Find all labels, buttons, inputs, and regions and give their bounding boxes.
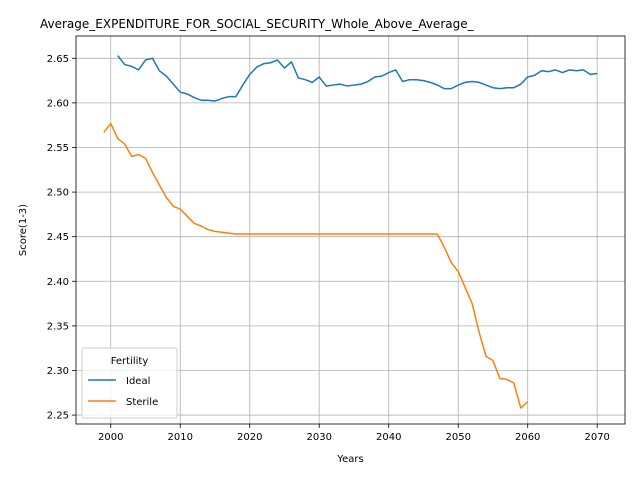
y-tick-label: 2.45 [47,232,69,243]
y-tick-label: 2.65 [47,54,69,65]
x-tick-label: 2050 [445,432,470,443]
x-tick-label: 2030 [307,432,332,443]
x-tick-label: 2040 [376,432,401,443]
x-tick-label: 2020 [237,432,262,443]
x-tick-label: 2000 [98,432,123,443]
y-tick-label: 2.30 [47,366,69,377]
x-tick-label: 2010 [168,432,193,443]
series-line-sterile [103,122,529,409]
legend-title: Fertility [111,356,149,367]
y-axis-ticks: 2.25 2.30 2.35 2.40 2.45 2.50 2.55 2.60 2.65 [47,54,76,422]
legend: Fertility Ideal Sterile [81,347,178,419]
x-axis-ticks: 2000 2010 2020 2030 2040 2050 2060 2070 [98,424,610,443]
y-tick-label: 2.25 [47,411,69,422]
plot-frame [75,35,626,425]
y-axis-label: Score(1-3) [18,204,29,256]
y-tick-label: 2.35 [47,321,69,332]
legend-label-sterile: Sterile [126,397,158,408]
y-tick-label: 2.40 [47,277,69,288]
x-tick-label: 2060 [515,432,540,443]
grid [76,36,625,424]
x-tick-label: 2070 [584,432,609,443]
y-tick-label: 2.55 [47,143,69,154]
series-line-ideal [117,55,598,102]
y-tick-label: 2.50 [47,188,69,199]
y-tick-label: 2.60 [47,98,69,109]
chart-title: Average_EXPENDITURE_FOR_SOCIAL_SECURITY_… [40,17,475,31]
series-lines [103,55,598,409]
legend-label-ideal: Ideal [126,376,150,387]
x-axis-label: Years [336,454,363,465]
